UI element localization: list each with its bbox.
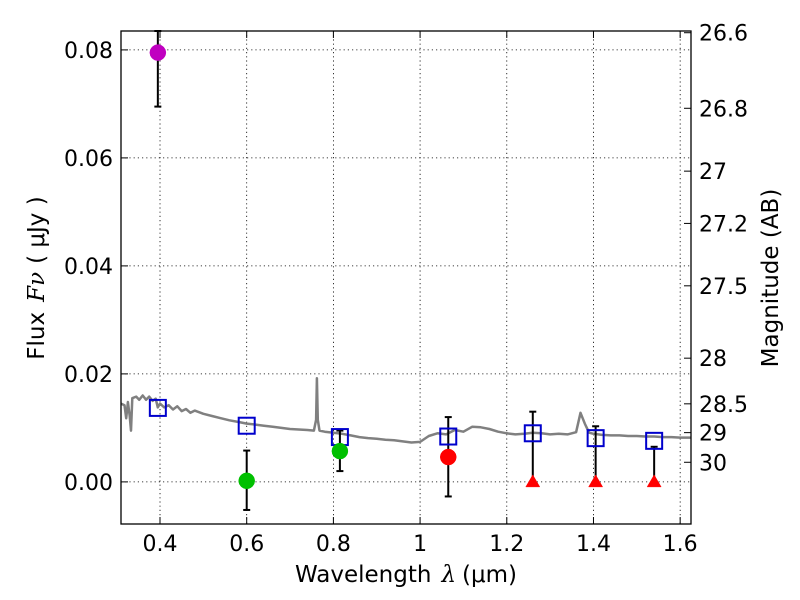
magnitude-tick-label: 28.5: [699, 393, 748, 418]
upper-limit-marker: [646, 474, 662, 488]
magnitude-tick-label: 26.8: [699, 97, 748, 122]
x-axis-label-text: Wavelength: [295, 562, 431, 588]
magnitude-tick-label: 30: [699, 451, 727, 476]
x-tick-label: 0.6: [229, 532, 264, 557]
model-photometry-square: [523, 424, 542, 443]
magnitude-tick-label: 27.5: [699, 275, 748, 300]
y-tick-label: 0.02: [64, 363, 113, 388]
model-photometry-square: [645, 431, 664, 450]
x-tick-label: 1.6: [663, 532, 698, 557]
observed-flux-point: [440, 448, 457, 466]
magnitude-tick-label: 29: [699, 422, 727, 447]
plot-frame: [120, 30, 692, 525]
model-spectrum-line: [120, 376, 691, 444]
upper-limit-marker: [525, 474, 541, 488]
x-axis-label-symbol: λ: [440, 562, 456, 588]
x-tick-label: 0.4: [143, 532, 178, 557]
upper-limit-marker: [588, 474, 604, 488]
y-axis-label: Flux Fν ( μJy ): [24, 196, 50, 359]
magnitude-tick-label: 27: [699, 160, 727, 185]
y-tick-label: 0.08: [64, 39, 113, 64]
markers-layer: [148, 30, 664, 511]
model-photometry-square: [237, 416, 256, 435]
x-tick-label: 0.8: [316, 532, 351, 557]
grid-layer: [121, 31, 691, 524]
y-tick-label: 0.04: [64, 255, 113, 280]
x-tick-label: 1.4: [576, 532, 611, 557]
y-tick-label: 0.06: [64, 147, 113, 172]
observed-flux-point: [331, 442, 349, 460]
x-tick-label: 1: [413, 532, 427, 557]
magnitude-axis-label: Magnitude (AB): [758, 189, 784, 368]
observed-flux-point: [149, 44, 167, 61]
magnitude-tick-label: 27.2: [699, 212, 748, 237]
x-tick-label: 1.2: [489, 532, 524, 557]
model-spectrum-layer: [120, 376, 691, 444]
y-axis-label-text: Flux: [24, 312, 50, 360]
model-photometry-square: [586, 429, 605, 448]
x-axis-label: Wavelength λ (μm): [295, 562, 517, 588]
y-axis-label-symbol: Fν: [24, 272, 50, 303]
ticks-layer: 0.4 0.6 0.8 1 1.2 1.4 1.6 0.00 0.02 0.04 0.06 0.08 2…: [64, 22, 748, 557]
y-axis-label-unit: ( μJy ): [24, 196, 50, 264]
x-axis-label-unit: (μm): [462, 562, 517, 588]
y-tick-label: 0.00: [64, 471, 113, 496]
magnitude-tick-label: 28: [699, 347, 727, 372]
model-photometry-square: [439, 427, 458, 446]
magnitude-tick-label: 26.6: [699, 22, 748, 47]
observed-flux-point: [238, 472, 255, 490]
model-photometry-square: [148, 398, 167, 417]
